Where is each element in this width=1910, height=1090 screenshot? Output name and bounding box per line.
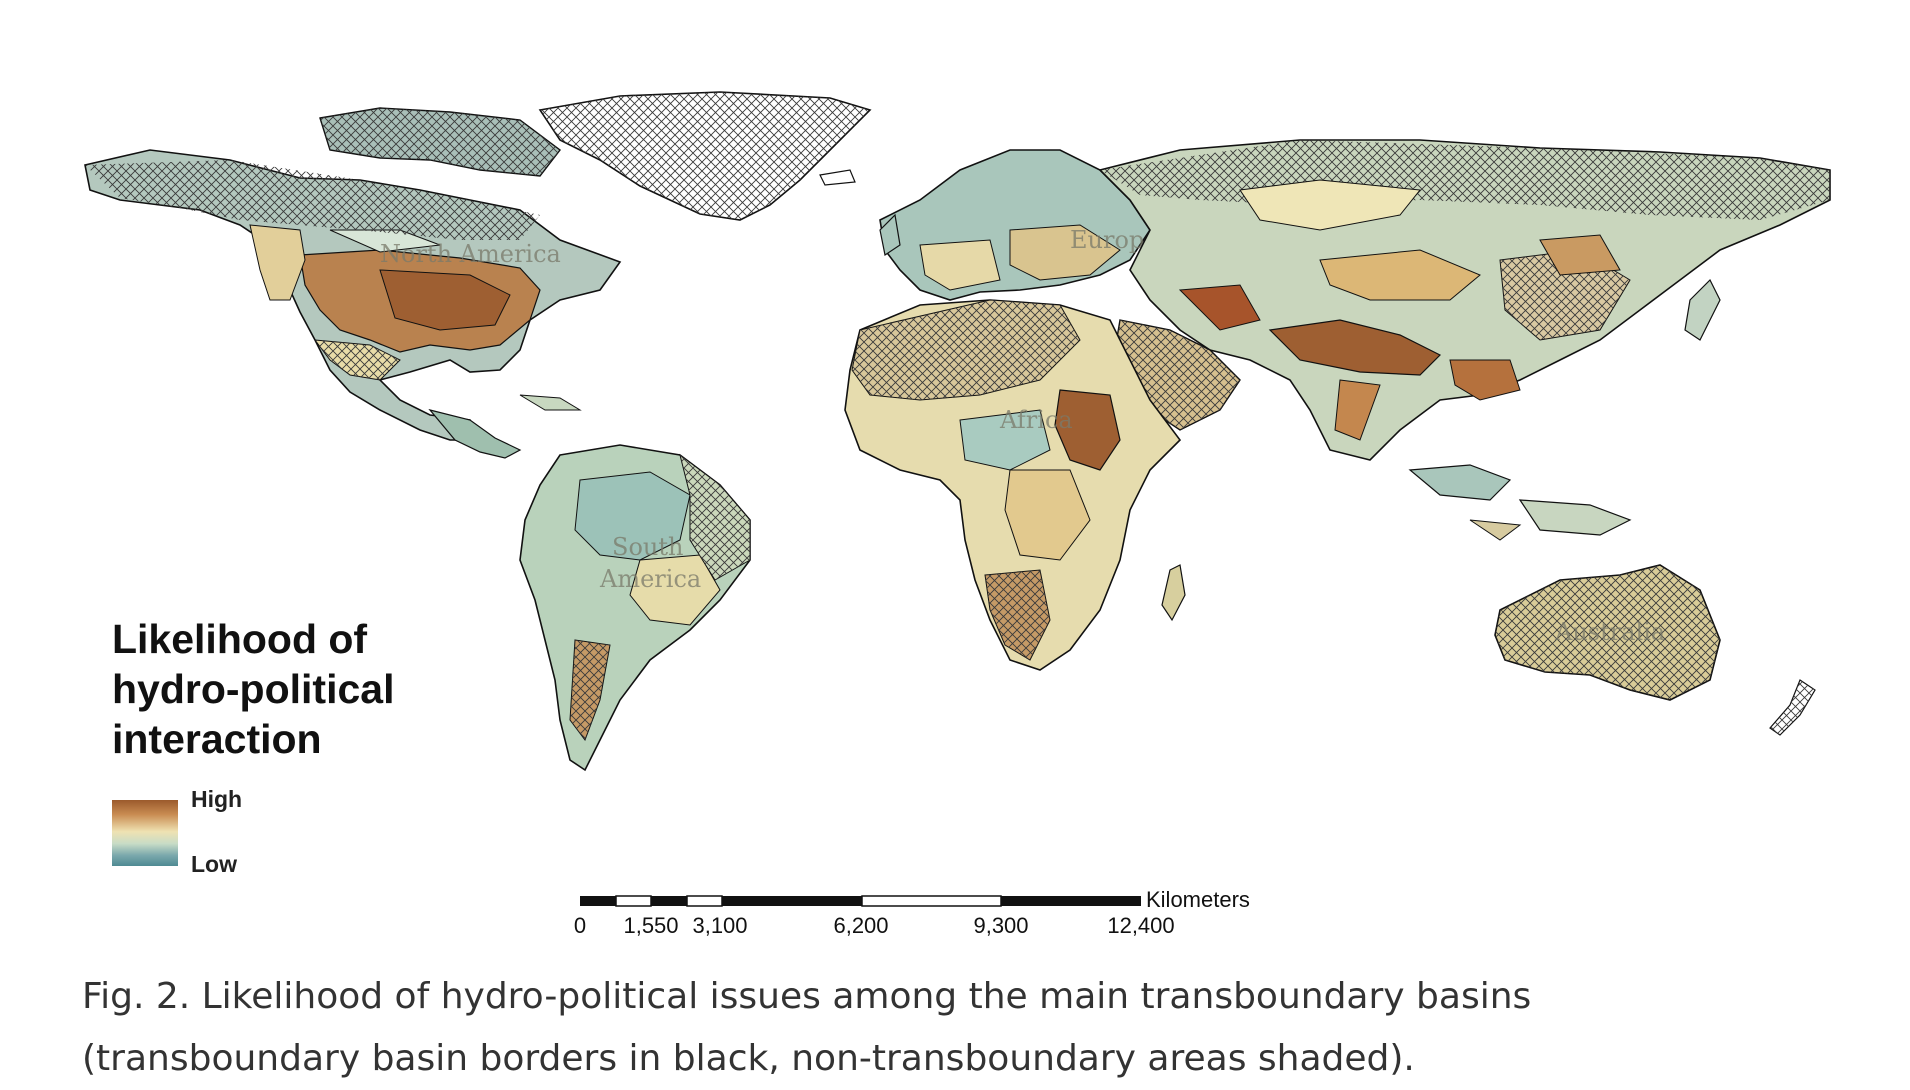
region-label: Australia [1554, 618, 1665, 646]
legend-title-line: Likelihood of [112, 616, 368, 662]
region-label: South [612, 533, 683, 561]
japan [1684, 278, 1721, 341]
legend-title-line: interaction [112, 716, 322, 762]
region-label: North America [380, 240, 561, 268]
world-map: North America South America Europe Afric… [84, 91, 1831, 938]
madagascar [1161, 564, 1186, 622]
scale-bar: Kilometers 0 1,550 3,100 6,200 9,300 12,… [574, 887, 1250, 938]
legend-high-label: High [191, 786, 243, 812]
scale-tick: 9,300 [973, 913, 1028, 938]
region-label: Africa [999, 406, 1073, 434]
scale-unit: Kilometers [1146, 887, 1250, 912]
se-asia-islands [1408, 464, 1512, 501]
figure-caption: Fig. 2. Likelihood of hydro-political is… [82, 966, 1862, 1090]
scale-tick: 3,100 [692, 913, 747, 938]
world-map-figure: North America South America Europe Afric… [84, 91, 1831, 938]
scale-tick: 6,200 [833, 913, 888, 938]
scale-tick: 12,400 [1107, 913, 1174, 938]
scale-tick: 1,550 [623, 913, 678, 938]
region-label: America [599, 565, 701, 593]
scale-tick: 0 [574, 913, 586, 938]
legend-low-label: Low [191, 851, 237, 877]
caption-line: (transboundary basin borders in black, n… [82, 1038, 1415, 1079]
legend-title-line: hydro-political [112, 666, 395, 712]
legend-title: Likelihood of hydro-political interactio… [112, 614, 394, 764]
caption-line: Fig. 2. Likelihood of hydro-political is… [82, 976, 1532, 1017]
legend-color-ramp [112, 800, 178, 866]
central-america [428, 408, 522, 459]
